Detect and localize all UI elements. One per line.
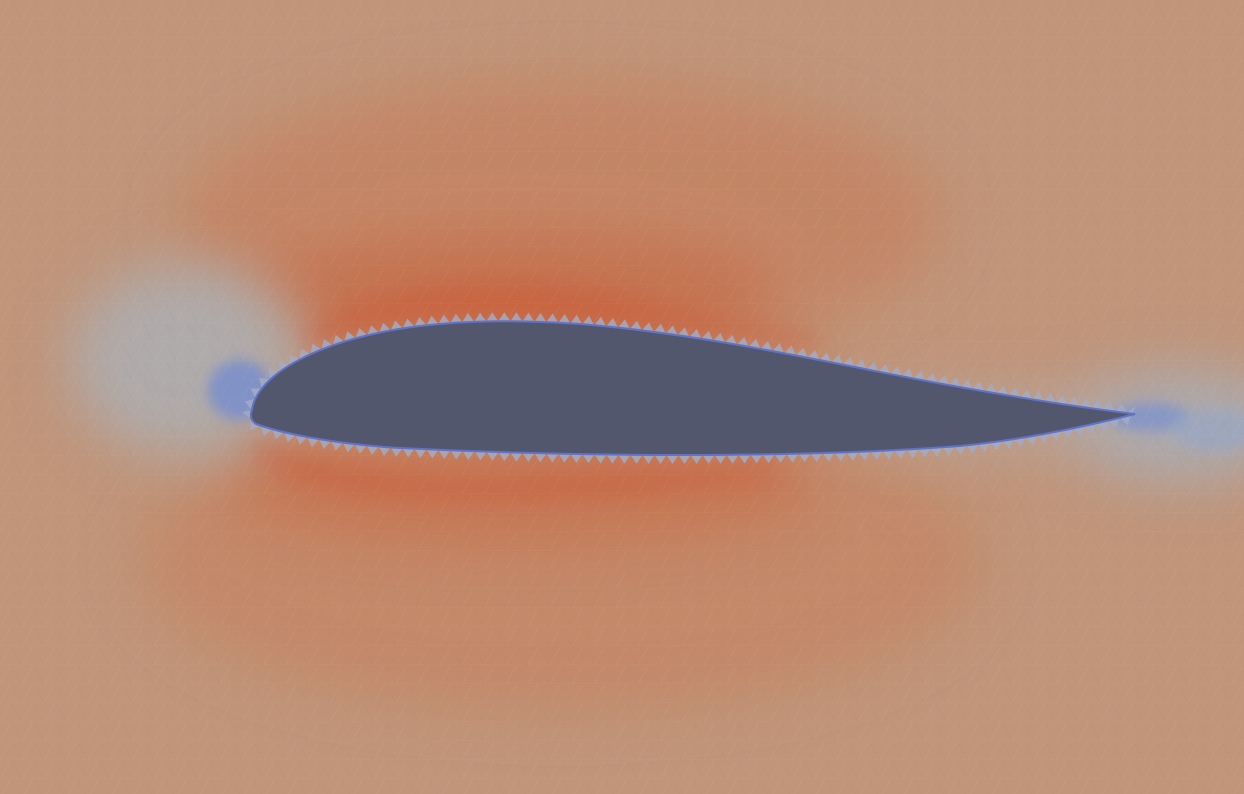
airfoil-body [249, 320, 1136, 457]
